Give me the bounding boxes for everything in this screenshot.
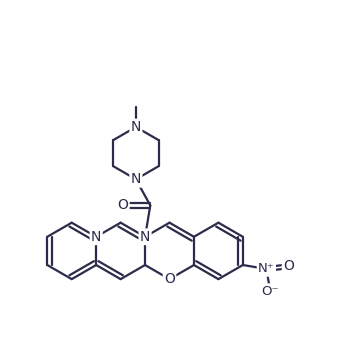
Text: O: O <box>164 272 175 286</box>
Text: N⁺: N⁺ <box>258 263 275 275</box>
Text: O: O <box>117 199 128 212</box>
Text: N: N <box>131 172 141 186</box>
Text: N: N <box>131 120 141 134</box>
Text: N: N <box>91 230 101 244</box>
Text: O⁻: O⁻ <box>262 285 279 298</box>
Text: O: O <box>283 259 294 273</box>
Text: N: N <box>140 230 150 244</box>
